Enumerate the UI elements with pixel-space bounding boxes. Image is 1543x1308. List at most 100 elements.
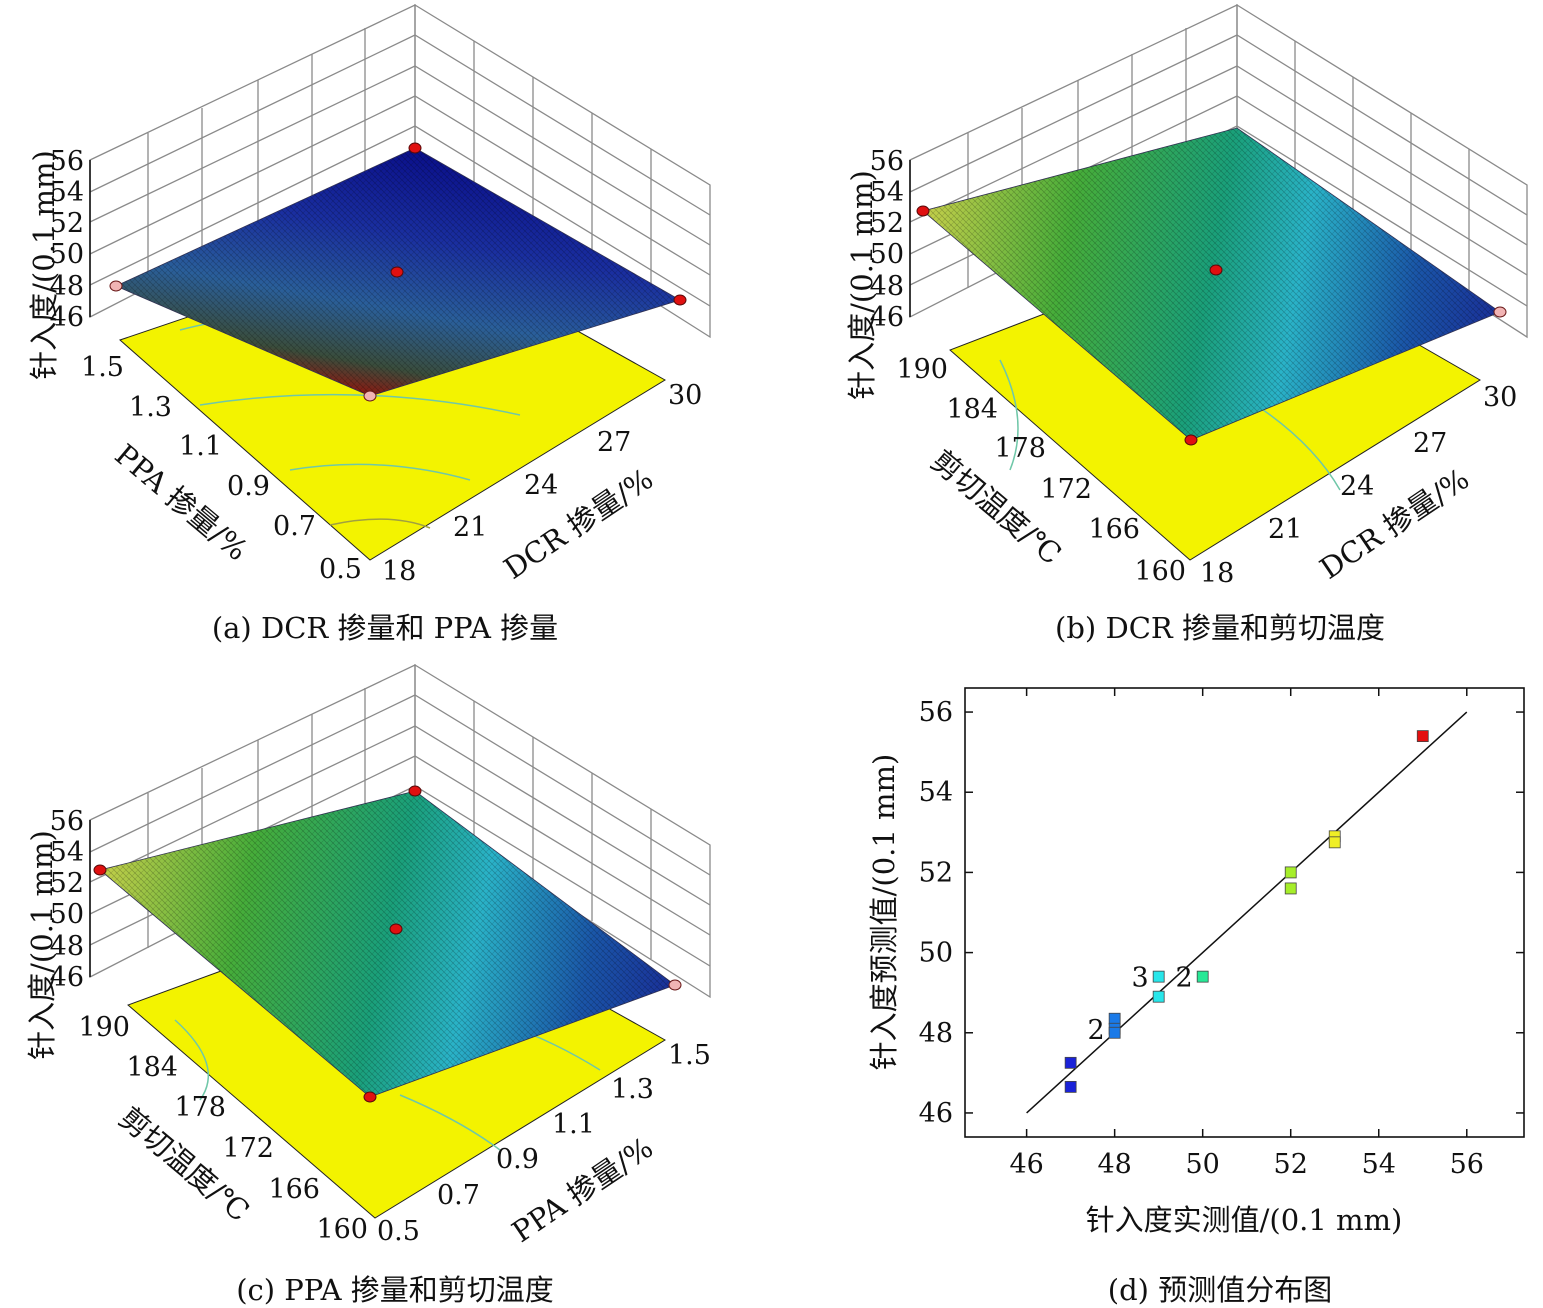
x-tick: 1.3: [129, 392, 172, 423]
z-tick: 50: [50, 239, 84, 270]
x-tick: 160: [316, 1214, 368, 1245]
panel-c-design-points: [93, 785, 682, 1103]
count-label: 3: [1131, 963, 1148, 994]
y-tick: 24: [524, 470, 558, 501]
panel-b-surface-chart: 46 48 50 52 54 56 针入度/(0.1 mm) 160 166 1…: [845, 3, 1528, 645]
y-tick-label: 56: [919, 697, 953, 728]
panel-b-z-label: 针入度/(0.1 mm): [845, 170, 879, 400]
y-tick: 27: [1413, 428, 1447, 459]
panel-a-surface-chart: 46 48 50 52 54 56 针入度/(0.1 mm) 0.5 0.7 0…: [27, 3, 711, 645]
scatter-point: [1152, 990, 1165, 1003]
x-tick-label: 52: [1274, 1149, 1308, 1180]
panel-c-z-ticks: 46 48 50 52 54 56: [50, 806, 84, 993]
design-point: [390, 266, 404, 278]
panel-c-caption: (c) PPA 掺量和剪切温度: [236, 1273, 554, 1307]
y-tick-label: 46: [919, 1098, 953, 1129]
x-tick: 166: [268, 1174, 320, 1205]
z-tick: 48: [870, 271, 904, 302]
y-tick: 27: [597, 427, 631, 458]
x-tick: 1.1: [179, 431, 222, 462]
z-tick: 54: [870, 177, 904, 208]
x-tick: 172: [222, 1133, 274, 1164]
z-tick: 56: [870, 146, 904, 177]
design-point: [109, 280, 123, 292]
x-tick-label: 48: [1097, 1149, 1131, 1180]
z-tick: 52: [50, 868, 84, 899]
panel-a-z-ticks: 46 48 50 52 54 56: [50, 146, 84, 333]
y-tick-label: 50: [919, 938, 953, 969]
x-tick: 184: [946, 394, 998, 425]
y-tick: 1.3: [611, 1074, 654, 1105]
panel-b-z-ticks: 46 48 50 52 54 56: [870, 146, 904, 333]
scatter-point: [1416, 730, 1429, 743]
x-tick-label: 56: [1450, 1149, 1484, 1180]
y-tick: 18: [382, 556, 416, 587]
x-tick: 0.7: [273, 511, 316, 542]
design-point: [363, 390, 377, 402]
x-tick: 178: [174, 1092, 226, 1123]
panel-a-x-ticks: 0.5 0.7 0.9 1.1 1.3 1.5: [81, 352, 362, 585]
scatter-point: [1284, 866, 1297, 879]
z-tick: 56: [50, 806, 84, 837]
panel-a-caption: (a) DCR 掺量和 PPA 掺量: [212, 611, 558, 645]
design-point: [1493, 306, 1507, 318]
y-tick: 21: [1268, 514, 1302, 545]
panel-a-back-walls: [89, 3, 711, 339]
y-tick: 1.5: [668, 1040, 711, 1071]
x-tick: 172: [1040, 474, 1092, 505]
z-tick: 46: [50, 962, 84, 993]
z-tick: 48: [50, 931, 84, 962]
design-point: [1184, 434, 1198, 446]
y-tick-label: 48: [919, 1018, 953, 1049]
panel-c-surface-chart: 46 48 50 52 54 56 针入度/(0.1 mm) 160 166 1…: [25, 663, 711, 1307]
z-tick: 52: [870, 208, 904, 239]
y-tick: 24: [1340, 471, 1374, 502]
y-tick: 0.7: [437, 1180, 480, 1211]
x-tick-label: 46: [1009, 1149, 1043, 1180]
x-tick: 178: [994, 433, 1046, 464]
design-point: [668, 979, 682, 991]
panel-a-design-points: [109, 142, 687, 402]
panel-b-caption: (b) DCR 掺量和剪切温度: [1055, 611, 1385, 645]
panel-a-z-label: 针入度/(0.1 mm): [27, 150, 61, 380]
panel-d-fit-line: [1026, 711, 1468, 1114]
z-tick: 46: [50, 302, 84, 333]
design-point: [389, 923, 403, 935]
panel-a-y-label: DCR 掺量/%: [498, 462, 659, 586]
scatter-point: [1108, 1026, 1121, 1039]
z-tick: 48: [50, 271, 84, 302]
x-tick: 1.5: [81, 352, 124, 383]
panel-d-x-label: 针入度实测值/(0.1 mm): [1086, 1203, 1403, 1237]
y-tick: 1.1: [552, 1109, 595, 1140]
x-tick: 190: [78, 1012, 130, 1043]
panel-d-caption: (d) 预测值分布图: [1108, 1273, 1332, 1307]
y-tick: 30: [1483, 382, 1517, 413]
x-tick: 184: [126, 1052, 178, 1083]
x-tick-label: 54: [1362, 1149, 1396, 1180]
z-tick: 54: [50, 837, 84, 868]
panel-d-points: [1064, 730, 1429, 1093]
y-tick: 30: [668, 380, 702, 411]
panel-b-y-ticks: 18 21 24 27 30: [1200, 382, 1517, 589]
design-point: [408, 785, 422, 797]
z-tick: 56: [50, 146, 84, 177]
count-label: 2: [1175, 963, 1192, 994]
scatter-point: [1284, 882, 1297, 895]
scatter-point: [1064, 1080, 1077, 1093]
x-tick-label: 50: [1186, 1149, 1220, 1180]
y-tick: 18: [1200, 558, 1234, 589]
panel-c-y-ticks: 0.5 0.7 0.9 1.1 1.3 1.5: [377, 1040, 711, 1247]
panel-d-scatter-chart: 46 48 50 52 54 56 46 48 50 52 54 56 23 2 针入度实测值/(0.1…: [867, 687, 1525, 1307]
panel-d-count-labels: 23 2: [1087, 963, 1192, 1046]
scatter-point: [1152, 970, 1165, 983]
y-tick: 0.5: [377, 1216, 420, 1247]
panel-d-y-label: 针入度预测值/(0.1 mm): [867, 754, 901, 1071]
design-point: [916, 205, 930, 217]
z-tick: 54: [50, 177, 84, 208]
z-tick: 50: [50, 899, 84, 930]
x-tick: 190: [896, 354, 948, 385]
panel-c-x-ticks: 160 166 172 178 184 190: [78, 1012, 368, 1245]
x-tick: 160: [1134, 556, 1186, 587]
panel-a-y-ticks: 18 21 24 27 30: [382, 380, 702, 587]
